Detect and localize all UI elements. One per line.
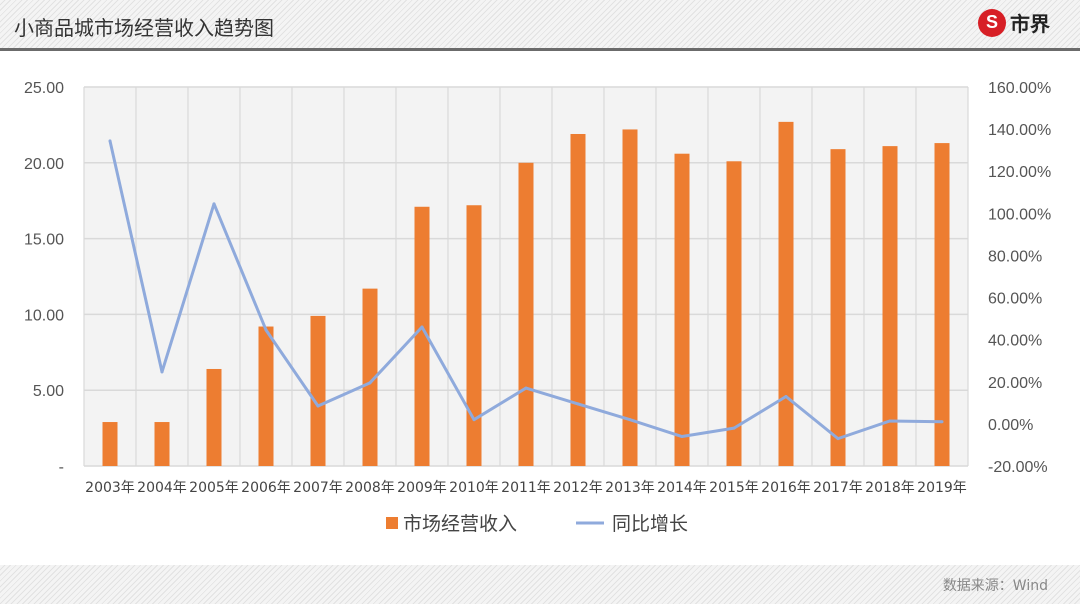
line-point [160, 370, 164, 374]
bar [622, 129, 638, 466]
line-point [732, 426, 736, 430]
x-tick-label: 2011年 [501, 480, 551, 496]
legend-bar-label: 市场经营收入 [403, 513, 517, 535]
x-tick-label: 2008年 [345, 480, 395, 496]
legend-bar-swatch [386, 517, 398, 529]
y-right-tick-label: 0.00% [988, 417, 1033, 434]
y-left-tick-label: - [59, 459, 64, 476]
line-point [420, 325, 424, 329]
y-left-tick-label: 20.00 [24, 156, 64, 173]
x-tick-label: 2010年 [449, 480, 499, 496]
x-tick-label: 2009年 [397, 480, 447, 496]
data-source: 数据来源：Wind [942, 578, 1048, 594]
x-tick-label: 2007年 [293, 480, 343, 496]
line-point [524, 386, 528, 390]
x-tick-label: 2019年 [917, 480, 967, 496]
bar [102, 422, 118, 466]
bar [206, 368, 222, 466]
x-tick-label: 2017年 [813, 480, 863, 496]
x-tick-label: 2018年 [865, 480, 915, 496]
footer: 数据来源：Wind [0, 565, 1080, 604]
bar [414, 206, 430, 467]
logo: S 市界 [978, 8, 1050, 37]
bar [934, 143, 950, 467]
y-right-tick-label: -20.00% [988, 459, 1048, 476]
line-point [212, 202, 216, 206]
bar [778, 121, 794, 467]
header: 小商品城市场经营收入趋势图 S 市界 [0, 0, 1080, 51]
x-tick-label: 2016年 [761, 480, 811, 496]
x-tick-label: 2013年 [605, 480, 655, 496]
line-point [264, 328, 268, 332]
x-tick-label: 2005年 [189, 480, 239, 496]
y-right-tick-label: 160.00% [988, 80, 1051, 97]
line-point [368, 381, 372, 385]
y-right-tick-label: 60.00% [988, 291, 1042, 308]
y-right-tick-label: 40.00% [988, 333, 1042, 350]
y-left-tick-label: 10.00 [24, 307, 64, 324]
line-point [836, 437, 840, 441]
x-tick-label: 2012年 [553, 480, 603, 496]
x-tick-label: 2015年 [709, 480, 759, 496]
bar [154, 422, 170, 466]
x-tick-label: 2006年 [241, 480, 291, 496]
page-title: 小商品城市场经营收入趋势图 [14, 16, 274, 40]
y-right-tick-label: 80.00% [988, 248, 1042, 265]
bar [674, 153, 690, 467]
y-left-tick-label: 15.00 [24, 232, 64, 249]
line-point [888, 419, 892, 423]
x-tick-label: 2003年 [85, 480, 135, 496]
line-point [628, 418, 632, 422]
y-right-tick-label: 120.00% [988, 164, 1051, 181]
line-point [576, 402, 580, 406]
bar [362, 288, 378, 466]
bar [258, 326, 274, 466]
y-right-tick-label: 140.00% [988, 122, 1051, 139]
bar [518, 162, 534, 467]
line-point [784, 395, 788, 399]
logo-text: 市界 [1010, 12, 1050, 36]
bar [570, 133, 586, 466]
line-point [940, 420, 944, 424]
bar [726, 161, 742, 466]
line-point [680, 435, 684, 439]
y-right-tick-label: 100.00% [988, 206, 1051, 223]
bar [882, 146, 898, 466]
bar [310, 315, 326, 466]
bar [830, 149, 846, 466]
x-tick-label: 2004年 [137, 480, 187, 496]
legend-line-label: 同比增长 [612, 513, 688, 535]
y-right-tick-label: 20.00% [988, 375, 1042, 392]
line-point [472, 418, 476, 422]
line-point [316, 404, 320, 408]
bar [466, 205, 482, 467]
x-tick-label: 2014年 [657, 480, 707, 496]
y-left-tick-label: 5.00 [33, 383, 64, 400]
line-point [108, 139, 112, 143]
logo-mark: S [978, 8, 1006, 37]
y-left-tick-label: 25.00 [24, 80, 64, 97]
